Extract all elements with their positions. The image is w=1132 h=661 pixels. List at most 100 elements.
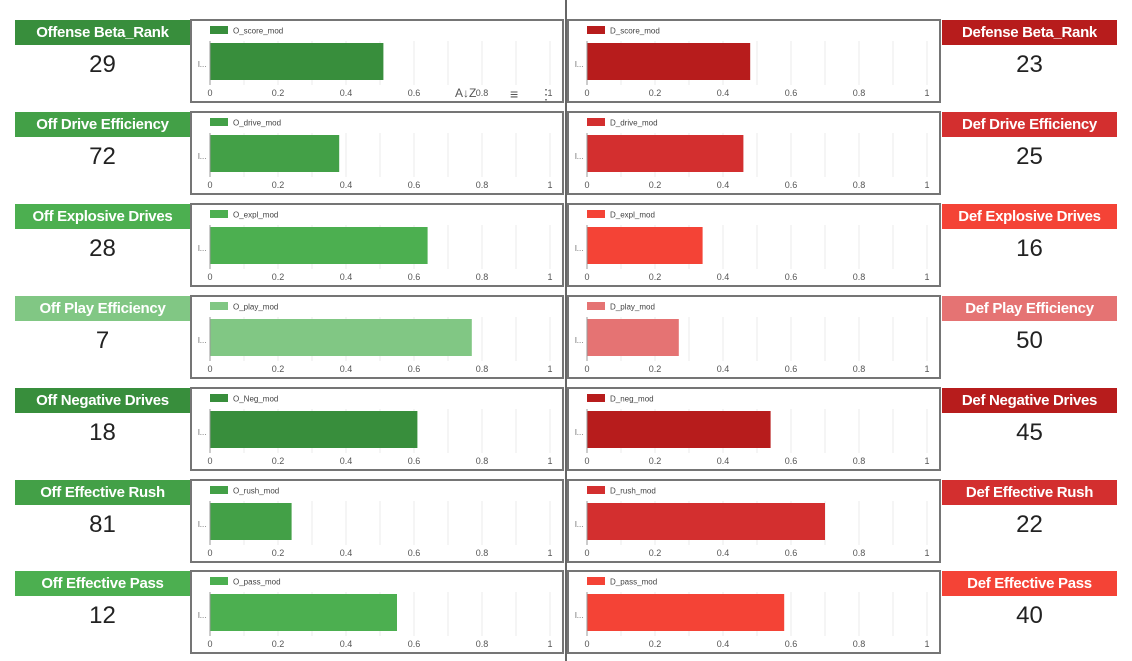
- x-tick-label: 0.4: [340, 639, 353, 649]
- metric-row: Off Drive Efficiency 72 O_drive_mod l... 0 0.…: [0, 111, 1132, 196]
- defense-bar-chart[interactable]: D_neg_mod l... 0 0.2 0.4 0.6 0.8 1: [567, 387, 941, 471]
- bar[interactable]: [587, 411, 771, 448]
- category-label: l...: [575, 428, 583, 437]
- x-tick-label: 0.6: [785, 180, 798, 190]
- category-label: l...: [198, 244, 206, 253]
- defense-bar-chart[interactable]: D_rush_mod l... 0 0.2 0.4 0.6 0.8 1: [567, 479, 941, 563]
- x-tick-label: 0.6: [408, 88, 421, 98]
- x-tick-label: 0.6: [785, 456, 798, 466]
- bar-chart-svg: O_score_mod l... 0 0.2 0.4 0.6 0.8 1: [198, 26, 553, 98]
- x-tick-label: 0.2: [272, 364, 285, 374]
- kpi-value: 40: [1016, 602, 1043, 629]
- x-tick-label: 0: [207, 456, 212, 466]
- kpi-title: Off Effective Rush: [15, 480, 190, 505]
- kpi-value: 72: [89, 143, 116, 170]
- x-tick-label: 0.4: [717, 548, 730, 558]
- x-tick-label: 0.2: [272, 180, 285, 190]
- legend-label: D_neg_mod: [610, 395, 654, 404]
- bar[interactable]: [210, 43, 384, 80]
- bar[interactable]: [210, 411, 418, 448]
- legend-swatch: [210, 210, 228, 218]
- kpi-title: Def Negative Drives: [942, 388, 1117, 413]
- x-tick-label: 0: [207, 180, 212, 190]
- bar-chart-svg: O_drive_mod l... 0 0.2 0.4 0.6 0.8 1: [198, 118, 553, 190]
- bar[interactable]: [587, 135, 744, 172]
- bar-chart-svg: O_rush_mod l... 0 0.2 0.4 0.6 0.8 1: [198, 486, 553, 558]
- defense-bar-chart[interactable]: D_pass_mod l... 0 0.2 0.4 0.6 0.8 1: [567, 570, 941, 654]
- sort-icon[interactable]: A↓Z: [455, 86, 477, 100]
- kpi-value: 29: [89, 51, 116, 78]
- bar[interactable]: [210, 227, 428, 264]
- x-tick-label: 0.4: [340, 88, 353, 98]
- offense-bar-chart[interactable]: O_Neg_mod l... 0 0.2 0.4 0.6 0.8 1: [190, 387, 564, 471]
- x-tick-label: 0.4: [717, 88, 730, 98]
- kpi-title: Def Drive Efficiency: [942, 112, 1117, 137]
- x-tick-label: 0.8: [853, 180, 866, 190]
- offense-kpi-card: Offense Beta_Rank 29: [15, 20, 190, 85]
- bar-chart-svg: D_rush_mod l... 0 0.2 0.4 0.6 0.8 1: [575, 486, 930, 558]
- x-tick-label: 0.6: [408, 548, 421, 558]
- x-tick-label: 0.4: [340, 272, 353, 282]
- offense-bar-chart[interactable]: O_play_mod l... 0 0.2 0.4 0.6 0.8 1: [190, 295, 564, 379]
- bar[interactable]: [210, 319, 472, 356]
- offense-bar-chart[interactable]: O_drive_mod l... 0 0.2 0.4 0.6 0.8 1: [190, 111, 564, 195]
- filter-icon[interactable]: ≡: [510, 86, 519, 102]
- offense-kpi-card: Off Effective Rush 81: [15, 480, 190, 545]
- center-divider: [565, 0, 567, 661]
- defense-bar-chart[interactable]: D_play_mod l... 0 0.2 0.4 0.6 0.8 1: [567, 295, 941, 379]
- x-tick-label: 0.4: [340, 456, 353, 466]
- offense-bar-chart[interactable]: O_score_mod l... 0 0.2 0.4 0.6 0.8 1: [190, 19, 564, 103]
- bar-chart-svg: D_neg_mod l... 0 0.2 0.4 0.6 0.8 1: [575, 394, 930, 466]
- x-tick-label: 0.4: [340, 548, 353, 558]
- defense-bar-chart[interactable]: D_expl_mod l... 0 0.2 0.4 0.6 0.8 1: [567, 203, 941, 287]
- kpi-title: Off Explosive Drives: [15, 204, 190, 229]
- offense-kpi-card: Off Negative Drives 18: [15, 388, 190, 453]
- x-tick-label: 0.4: [340, 180, 353, 190]
- legend-label: D_expl_mod: [610, 211, 655, 220]
- kpi-title: Def Play Efficiency: [942, 296, 1117, 321]
- legend-swatch: [587, 118, 605, 126]
- category-label: l...: [575, 60, 583, 69]
- x-tick-label: 0: [584, 639, 589, 649]
- defense-kpi-card: Def Effective Pass 40: [942, 571, 1117, 636]
- x-tick-label: 0: [207, 548, 212, 558]
- x-tick-label: 0.8: [476, 364, 489, 374]
- x-tick-label: 0.8: [476, 548, 489, 558]
- offense-bar-chart[interactable]: O_rush_mod l... 0 0.2 0.4 0.6 0.8 1: [190, 479, 564, 563]
- kpi-value: 12: [89, 602, 116, 629]
- defense-bar-chart[interactable]: D_score_mod l... 0 0.2 0.4 0.6 0.8 1: [567, 19, 941, 103]
- x-tick-label: 0.2: [649, 180, 662, 190]
- offense-bar-chart[interactable]: O_expl_mod l... 0 0.2 0.4 0.6 0.8 1: [190, 203, 564, 287]
- x-tick-label: 0.8: [476, 272, 489, 282]
- x-tick-label: 0.8: [476, 639, 489, 649]
- defense-kpi-card: Def Effective Rush 22: [942, 480, 1117, 545]
- category-label: l...: [575, 152, 583, 161]
- x-tick-label: 0.6: [785, 364, 798, 374]
- bar-chart-svg: D_expl_mod l... 0 0.2 0.4 0.6 0.8 1: [575, 210, 930, 282]
- x-tick-label: 0: [207, 272, 212, 282]
- x-tick-label: 0: [207, 639, 212, 649]
- bar[interactable]: [210, 135, 340, 172]
- legend-label: D_drive_mod: [610, 119, 658, 128]
- bar[interactable]: [210, 503, 292, 540]
- kpi-value: 22: [1016, 511, 1043, 538]
- offense-bar-chart[interactable]: O_pass_mod l... 0 0.2 0.4 0.6 0.8 1: [190, 570, 564, 654]
- x-tick-label: 0: [584, 88, 589, 98]
- more-options-icon[interactable]: ⋮: [539, 86, 553, 102]
- kpi-title: Def Explosive Drives: [942, 204, 1117, 229]
- kpi-value: 18: [89, 419, 116, 446]
- bar-chart-svg: D_score_mod l... 0 0.2 0.4 0.6 0.8 1: [575, 26, 930, 98]
- kpi-value: 81: [89, 511, 116, 538]
- category-label: l...: [575, 611, 583, 620]
- bar[interactable]: [587, 503, 825, 540]
- bar[interactable]: [587, 43, 751, 80]
- bar[interactable]: [587, 594, 785, 631]
- metric-row: Off Explosive Drives 28 O_expl_mod l... 0 0.2…: [0, 203, 1132, 288]
- bar[interactable]: [210, 594, 397, 631]
- x-tick-label: 0.6: [785, 639, 798, 649]
- x-tick-label: 1: [547, 180, 552, 190]
- bar[interactable]: [587, 319, 679, 356]
- defense-bar-chart[interactable]: D_drive_mod l... 0 0.2 0.4 0.6 0.8 1: [567, 111, 941, 195]
- bar[interactable]: [587, 227, 703, 264]
- kpi-value: 25: [1016, 143, 1043, 170]
